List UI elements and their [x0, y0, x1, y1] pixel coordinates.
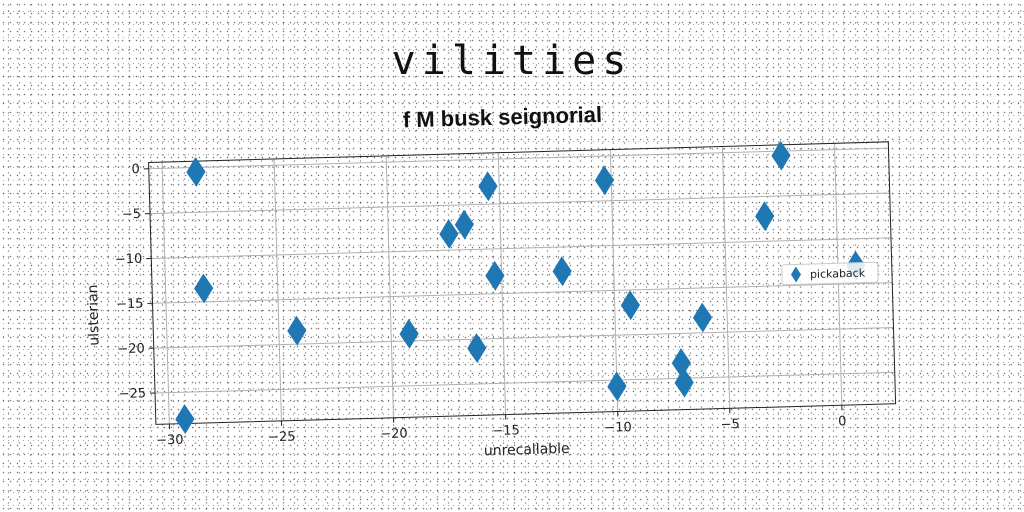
y-tick-label: −10: [115, 252, 143, 268]
y-grid-line: [149, 192, 890, 215]
data-point: [607, 371, 627, 402]
data-point: [439, 219, 459, 249]
data-point: [478, 171, 498, 202]
x-tick-label: −20: [380, 426, 408, 442]
data-point: [467, 333, 487, 364]
data-point: [287, 315, 307, 346]
x-grid-line: [497, 152, 507, 415]
grid: [148, 143, 895, 425]
x-tick-label: −25: [268, 429, 296, 445]
data-point: [454, 209, 474, 240]
y-grid-line: [153, 326, 894, 349]
data-point: [552, 256, 572, 287]
data-point: [175, 404, 195, 435]
x-tick-label: −10: [604, 420, 632, 436]
y-grid-line: [148, 147, 889, 170]
data-point: [692, 302, 713, 333]
y-axis-label: ulsterian: [85, 284, 103, 346]
data-point: [755, 201, 775, 232]
x-grid-line: [609, 149, 619, 412]
x-tick-label: −30: [156, 433, 184, 449]
data-point: [186, 157, 206, 187]
data-point: [674, 367, 694, 398]
data-point: [194, 273, 214, 304]
y-grid-line: [152, 282, 893, 304]
y-tick-label: −15: [116, 297, 144, 313]
data-points: [175, 140, 866, 435]
data-point: [485, 260, 505, 291]
legend: pickaback: [781, 261, 879, 286]
y-grid-line: [151, 237, 891, 259]
data-point: [771, 140, 791, 171]
legend-marker: [790, 266, 801, 283]
x-grid-line: [721, 146, 731, 409]
y-tick-label: −25: [118, 386, 146, 402]
x-tick-label: −15: [492, 423, 520, 439]
axis-ticks: −30 −25 −20 −15 −10 −5 0 0 −5 −10 −15 −20 −25: [115, 162, 847, 449]
y-tick-label: −5: [122, 207, 142, 223]
chart-title: f M busk seignorial: [403, 102, 603, 133]
data-point: [620, 290, 640, 321]
scatter-chart: f M busk seignorial −30 −25 −20 −15 −10 −5 00−…: [85, 102, 897, 459]
data-point: [399, 318, 419, 349]
chart-container: f M busk seignorial −30 −25 −20 −15 −10 −5 0 0−…: [55, 83, 925, 477]
plot-frame: [148, 141, 897, 425]
y-tick-label: −20: [117, 341, 145, 357]
x-tick-label: 0: [838, 414, 847, 429]
x-axis-label: unrecallable: [484, 441, 570, 459]
legend-box: [781, 261, 879, 286]
x-grid-line: [273, 158, 282, 421]
legend-label: pickaback: [810, 267, 866, 282]
data-point: [594, 165, 615, 196]
x-grid-line: [161, 162, 170, 425]
page-title: vilities: [391, 38, 633, 84]
y-grid-line: [155, 371, 895, 394]
x-grid-line: [385, 155, 395, 418]
x-tick-label: −5: [720, 417, 740, 433]
y-tick-label: 0: [131, 162, 140, 177]
